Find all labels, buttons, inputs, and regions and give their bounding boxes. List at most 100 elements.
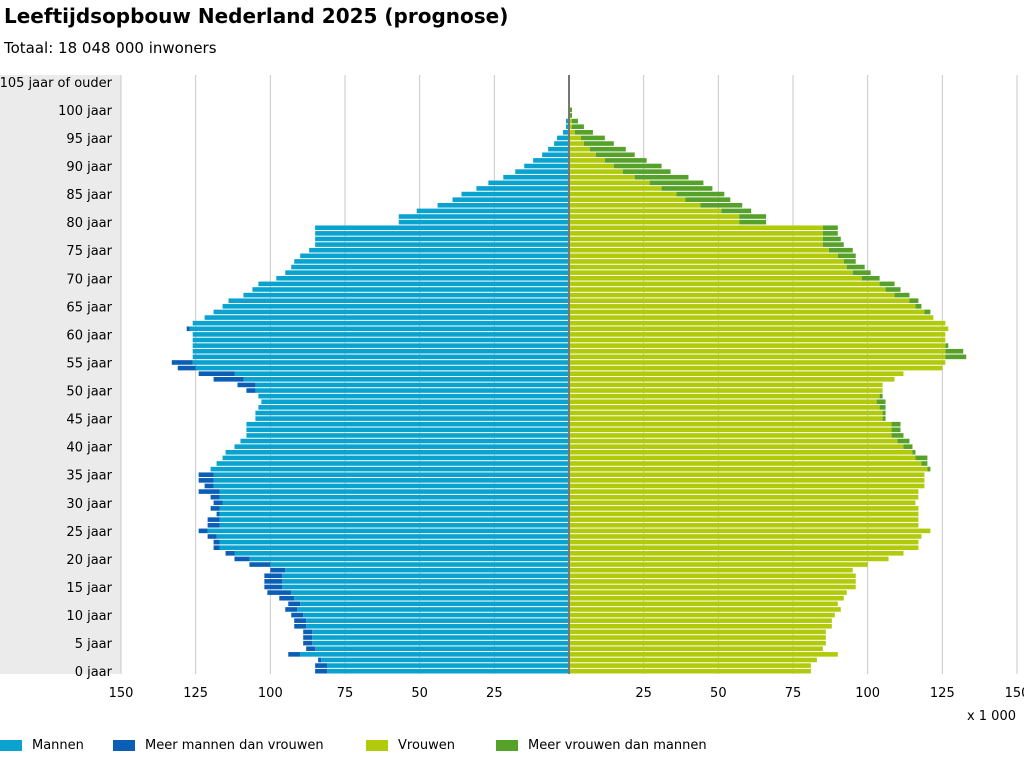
bar-men bbox=[327, 663, 569, 668]
bar-men bbox=[207, 528, 569, 534]
bar-men bbox=[219, 506, 569, 511]
bar-women bbox=[569, 292, 895, 298]
bar-women bbox=[569, 281, 880, 287]
age-label-band bbox=[0, 75, 121, 674]
legend-item: Meer mannen dan vrouwen bbox=[113, 736, 324, 754]
bar-women bbox=[569, 517, 919, 522]
bar-men bbox=[282, 573, 569, 579]
bar-men bbox=[300, 253, 569, 259]
bar-women bbox=[569, 393, 880, 399]
age-tick-label: 85 jaar bbox=[66, 188, 112, 203]
bar-men-surplus bbox=[207, 534, 217, 539]
x-tick-label: 125 bbox=[183, 686, 208, 701]
bar-women bbox=[569, 646, 823, 652]
bar-women bbox=[569, 354, 946, 360]
bar-men bbox=[437, 202, 569, 208]
bar-men bbox=[524, 163, 569, 169]
bar-men bbox=[291, 590, 569, 595]
bar-women-surplus bbox=[846, 264, 865, 270]
bar-men bbox=[192, 320, 569, 326]
age-tick-label: 75 jaar bbox=[66, 244, 112, 259]
bar-men bbox=[219, 511, 569, 517]
bar-women bbox=[569, 455, 916, 461]
bar-men bbox=[219, 539, 569, 545]
bar-women-surplus bbox=[909, 298, 919, 304]
bar-men bbox=[192, 343, 569, 348]
bar-women-surplus bbox=[583, 141, 614, 146]
bar-men bbox=[216, 534, 569, 539]
bar-men-surplus bbox=[288, 652, 301, 657]
x-tick-label: 50 bbox=[710, 686, 727, 701]
bar-women bbox=[569, 180, 650, 186]
x-tick-label: 75 bbox=[337, 686, 354, 701]
bar-men bbox=[285, 567, 569, 573]
bar-women bbox=[569, 545, 919, 551]
bar-women bbox=[569, 197, 686, 202]
bar-women bbox=[569, 348, 946, 354]
bar-men-surplus bbox=[210, 494, 220, 500]
bar-women bbox=[569, 466, 928, 472]
bar-women bbox=[569, 663, 811, 668]
bar-women bbox=[569, 601, 838, 607]
bar-women-surplus bbox=[924, 309, 931, 315]
bar-men-surplus bbox=[198, 478, 214, 483]
bar-men-surplus bbox=[198, 472, 214, 478]
bar-men bbox=[315, 646, 569, 652]
bar-men bbox=[315, 231, 569, 236]
bar-women bbox=[569, 208, 722, 214]
bar-men-surplus bbox=[213, 377, 244, 382]
bar-men bbox=[192, 348, 569, 354]
bar-men-surplus bbox=[198, 528, 208, 534]
bar-men bbox=[222, 455, 569, 461]
legend-swatch bbox=[496, 739, 518, 751]
bar-men bbox=[249, 556, 569, 562]
legend-item: Mannen bbox=[0, 736, 84, 754]
bar-women bbox=[569, 247, 829, 253]
bar-men bbox=[189, 326, 569, 332]
bar-men-surplus bbox=[204, 483, 214, 489]
legend: Mannen Meer mannen dan vrouwen Vrouwen Meer… bbox=[0, 736, 1024, 754]
bar-men-surplus bbox=[264, 579, 283, 584]
bar-men bbox=[195, 365, 569, 371]
bar-women bbox=[569, 152, 596, 158]
bar-women-surplus bbox=[569, 107, 572, 113]
bar-women-surplus bbox=[569, 113, 572, 118]
legend-swatch bbox=[366, 739, 388, 751]
bar-women bbox=[569, 202, 701, 208]
bar-women-surplus bbox=[915, 304, 922, 309]
bar-women bbox=[569, 382, 883, 388]
bar-men bbox=[306, 623, 569, 629]
bar-women-surplus bbox=[861, 275, 880, 281]
bar-women bbox=[569, 146, 590, 152]
bar-men-surplus bbox=[207, 522, 220, 528]
bar-men-surplus bbox=[264, 584, 283, 590]
bar-women-surplus bbox=[622, 169, 671, 174]
bar-men bbox=[255, 416, 569, 421]
legend-item: Vrouwen bbox=[366, 736, 455, 754]
bar-men bbox=[258, 281, 569, 287]
bar-women bbox=[569, 287, 886, 292]
bar-women-surplus bbox=[700, 202, 743, 208]
bar-men bbox=[327, 668, 569, 674]
bar-women bbox=[569, 534, 922, 539]
bar-men-surplus bbox=[285, 607, 298, 612]
legend-label: Vrouwen bbox=[398, 737, 456, 753]
bar-women-surplus bbox=[739, 219, 767, 225]
x-tick-label: 25 bbox=[635, 686, 652, 701]
bar-men-surplus bbox=[198, 489, 220, 494]
bar-men-surplus bbox=[315, 663, 328, 668]
bar-men-surplus bbox=[270, 567, 286, 573]
bar-women bbox=[569, 579, 856, 584]
bar-women bbox=[569, 562, 868, 567]
bar-women-surplus bbox=[852, 270, 871, 275]
bar-women bbox=[569, 433, 892, 438]
bar-men-surplus bbox=[249, 562, 271, 567]
bar-women bbox=[569, 500, 916, 506]
bar-women bbox=[569, 309, 925, 315]
bar-women-surplus bbox=[891, 421, 901, 427]
bar-women bbox=[569, 130, 575, 135]
bar-men bbox=[240, 438, 569, 444]
bar-men bbox=[246, 421, 569, 427]
bar-men bbox=[225, 449, 570, 455]
bar-women bbox=[569, 421, 892, 427]
